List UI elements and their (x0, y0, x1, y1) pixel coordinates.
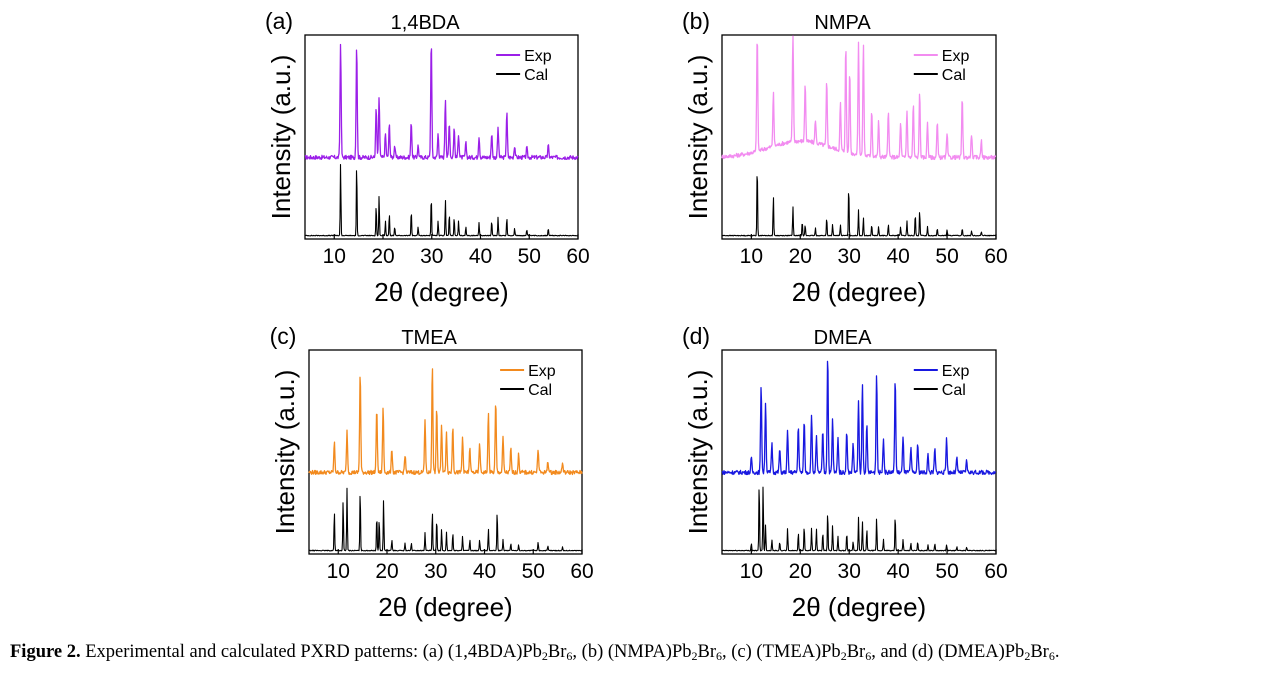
series-exp-line (308, 368, 583, 476)
x-tick-label: 50 (518, 245, 541, 268)
series-cal-line (304, 164, 579, 237)
panel-title: 1,4BDA (391, 12, 461, 34)
x-tick-label: 10 (327, 560, 350, 583)
panel-a: 10 20 30 40 50 60 (a) 1,4BDA 2θ (degree) Intensit… (265, 8, 590, 307)
x-tick-label: 50 (522, 560, 545, 583)
x-tick-label: 40 (886, 245, 909, 268)
pxrd-figure: 10 20 30 40 50 60 (a) 1,4BDA 2θ (degree) Intensit… (265, 8, 1008, 622)
series-exp-line (721, 35, 997, 161)
legend-label-exp: Exp (942, 48, 970, 65)
x-tick-label: 50 (935, 245, 958, 268)
x-tick-label: 10 (740, 560, 763, 583)
x-tick-label: 50 (935, 560, 958, 583)
series-cal-line (721, 486, 997, 552)
caption-text-b: , (b) (NMPA)Pb (572, 642, 692, 662)
y-axis-label: Intensity (a.u.) (270, 370, 300, 535)
x-tick-label: 60 (984, 560, 1007, 583)
x-axis-label: 2θ (degree) (792, 592, 926, 622)
panel-label: (a) (265, 8, 293, 34)
x-axis-label: 2θ (degree) (374, 277, 508, 307)
legend-label-exp: Exp (528, 363, 556, 380)
legend-label-cal: Cal (528, 382, 552, 399)
x-tick-label: 60 (566, 245, 589, 268)
x-axis-label: 2θ (degree) (378, 592, 512, 622)
panel-c: 10 20 30 40 50 60 (c) TMEA 2θ (degree) Intensity … (270, 323, 594, 622)
panel-label: (d) (682, 323, 710, 349)
panel-title: DMEA (814, 327, 872, 349)
figure-caption: Figure 2. Experimental and calculated PX… (10, 642, 1060, 663)
plot-frame (721, 34, 997, 240)
panel-d: 10 20 30 40 50 60 (d) DMEA 2θ (degree) Intensity … (682, 323, 1008, 622)
legend-label-exp: Exp (942, 363, 970, 380)
panel-label: (b) (682, 8, 710, 34)
panel-b: 10 20 30 40 50 60 (b) NMPA 2θ (degree) Intensity … (682, 8, 1008, 307)
x-tick-label: 30 (420, 245, 443, 268)
x-tick-label: 20 (375, 560, 398, 583)
y-axis-label: Intensity (a.u.) (266, 55, 296, 220)
series-exp-line (304, 43, 579, 161)
plot-frame (304, 34, 579, 240)
x-tick-label: 20 (789, 560, 812, 583)
x-tick-label: 10 (740, 245, 763, 268)
x-tick-label: 30 (838, 245, 861, 268)
y-axis-label: Intensity (a.u.) (683, 55, 713, 220)
x-axis-label: 2θ (degree) (792, 277, 926, 307)
x-tick-label: 40 (469, 245, 492, 268)
plot-frame (721, 349, 997, 555)
panel-title: NMPA (814, 12, 871, 34)
legend-label-cal: Cal (942, 382, 966, 399)
series-cal-line (721, 176, 997, 237)
x-tick-label: 60 (570, 560, 593, 583)
x-tick-label: 30 (838, 560, 861, 583)
series-cal-line (308, 487, 583, 552)
x-tick-label: 10 (323, 245, 346, 268)
caption-text-c: , (c) (TMEA)Pb (722, 642, 841, 662)
plot-frame (308, 349, 583, 555)
legend-label-exp: Exp (524, 48, 552, 65)
x-tick-label: 20 (371, 245, 394, 268)
x-tick-label: 60 (984, 245, 1007, 268)
x-tick-label: 30 (424, 560, 447, 583)
panel-title: TMEA (401, 327, 457, 349)
caption-text-a: Experimental and calculated PXRD pattern… (85, 642, 542, 662)
legend-label-cal: Cal (524, 67, 548, 84)
legend-label-cal: Cal (942, 67, 966, 84)
x-tick-label: 20 (789, 245, 812, 268)
series-exp-line (721, 360, 997, 476)
y-axis-label: Intensity (a.u.) (683, 370, 713, 535)
panel-label: (c) (270, 323, 297, 349)
caption-label: Figure 2. (10, 642, 81, 662)
caption-text-d: , and (d) (DMEA)Pb (871, 642, 1025, 662)
x-tick-label: 40 (473, 560, 496, 583)
x-tick-label: 40 (886, 560, 909, 583)
